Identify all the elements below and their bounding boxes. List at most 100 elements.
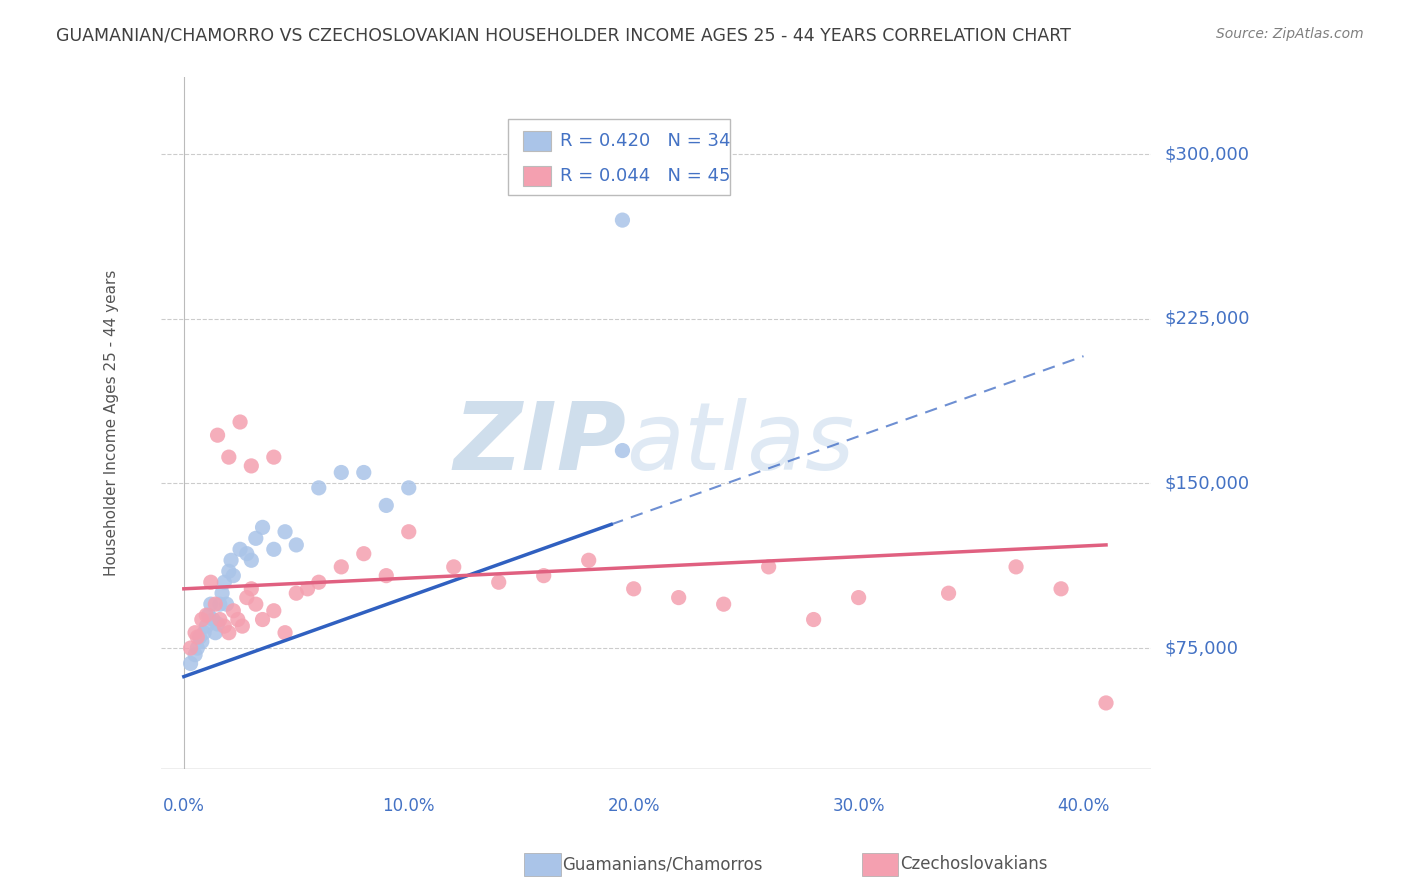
Point	[218, 450, 240, 464]
Point	[193, 625, 215, 640]
Point	[191, 634, 214, 648]
Point	[219, 553, 242, 567]
Point	[195, 619, 218, 633]
Point	[252, 613, 274, 627]
Point	[375, 568, 398, 582]
Point	[191, 613, 214, 627]
Point	[578, 553, 600, 567]
Point	[308, 481, 330, 495]
Point	[222, 604, 245, 618]
Point	[204, 597, 226, 611]
Point	[252, 520, 274, 534]
Point	[398, 481, 420, 495]
Text: 10.0%: 10.0%	[382, 797, 434, 814]
Point	[184, 648, 207, 662]
Text: $150,000: $150,000	[1166, 475, 1250, 492]
Point	[758, 560, 780, 574]
Point	[285, 586, 308, 600]
Text: Guamanians/Chamorros: Guamanians/Chamorros	[562, 855, 763, 873]
Point	[197, 608, 219, 623]
Text: 30.0%: 30.0%	[832, 797, 884, 814]
Text: atlas: atlas	[627, 399, 855, 490]
Point	[938, 586, 960, 600]
Point	[186, 641, 208, 656]
Point	[803, 613, 825, 627]
Point	[188, 630, 211, 644]
Text: Householder Income Ages 25 - 44 years: Householder Income Ages 25 - 44 years	[104, 270, 120, 576]
Point	[218, 625, 240, 640]
Point	[211, 586, 233, 600]
Text: Czechoslovakians: Czechoslovakians	[900, 855, 1047, 873]
Point	[398, 524, 420, 539]
Point	[533, 568, 555, 582]
Point	[207, 428, 229, 442]
Point	[229, 542, 252, 557]
Point	[214, 575, 236, 590]
Text: GUAMANIAN/CHAMORRO VS CZECHOSLOVAKIAN HOUSEHOLDER INCOME AGES 25 - 44 YEARS CORR: GUAMANIAN/CHAMORRO VS CZECHOSLOVAKIAN HO…	[56, 27, 1071, 45]
Point	[443, 560, 465, 574]
Text: ZIP: ZIP	[454, 398, 627, 490]
Point	[274, 625, 297, 640]
Point	[200, 597, 222, 611]
Point	[240, 582, 263, 596]
Point	[202, 613, 225, 627]
Point	[208, 613, 231, 627]
Point	[229, 415, 252, 429]
Point	[713, 597, 735, 611]
Point	[184, 625, 207, 640]
FancyBboxPatch shape	[508, 119, 730, 195]
Point	[180, 641, 202, 656]
Text: $225,000: $225,000	[1166, 310, 1250, 328]
Text: 40.0%: 40.0%	[1057, 797, 1109, 814]
Point	[330, 466, 353, 480]
Point	[1005, 560, 1028, 574]
Point	[236, 591, 259, 605]
Point	[207, 616, 229, 631]
Point	[1095, 696, 1118, 710]
Text: R = 0.420   N = 34: R = 0.420 N = 34	[560, 132, 731, 150]
Point	[623, 582, 645, 596]
Point	[297, 582, 319, 596]
Point	[353, 547, 375, 561]
FancyBboxPatch shape	[523, 131, 551, 152]
Point	[285, 538, 308, 552]
Point	[488, 575, 510, 590]
Text: 0.0%: 0.0%	[163, 797, 205, 814]
Point	[215, 597, 238, 611]
Point	[612, 213, 634, 227]
Point	[330, 560, 353, 574]
Point	[226, 613, 249, 627]
Text: 20.0%: 20.0%	[607, 797, 659, 814]
Point	[1050, 582, 1073, 596]
Point	[612, 443, 634, 458]
Point	[200, 575, 222, 590]
Point	[240, 458, 263, 473]
FancyBboxPatch shape	[523, 166, 551, 186]
Point	[245, 597, 267, 611]
Point	[236, 547, 259, 561]
Point	[263, 542, 285, 557]
Point	[218, 564, 240, 578]
Point	[375, 499, 398, 513]
Point	[263, 604, 285, 618]
Point	[204, 625, 226, 640]
Point	[214, 619, 236, 633]
Text: Source: ZipAtlas.com: Source: ZipAtlas.com	[1216, 27, 1364, 41]
Point	[848, 591, 870, 605]
Point	[240, 553, 263, 567]
Point	[263, 450, 285, 464]
Point	[274, 524, 297, 539]
Point	[186, 630, 208, 644]
Point	[668, 591, 690, 605]
Text: R = 0.044   N = 45: R = 0.044 N = 45	[560, 167, 731, 185]
Text: $75,000: $75,000	[1166, 639, 1239, 657]
Text: $300,000: $300,000	[1166, 145, 1250, 163]
Point	[195, 608, 218, 623]
Point	[231, 619, 253, 633]
Point	[180, 657, 202, 671]
Point	[208, 597, 231, 611]
Point	[308, 575, 330, 590]
Point	[353, 466, 375, 480]
Point	[245, 532, 267, 546]
Point	[222, 568, 245, 582]
